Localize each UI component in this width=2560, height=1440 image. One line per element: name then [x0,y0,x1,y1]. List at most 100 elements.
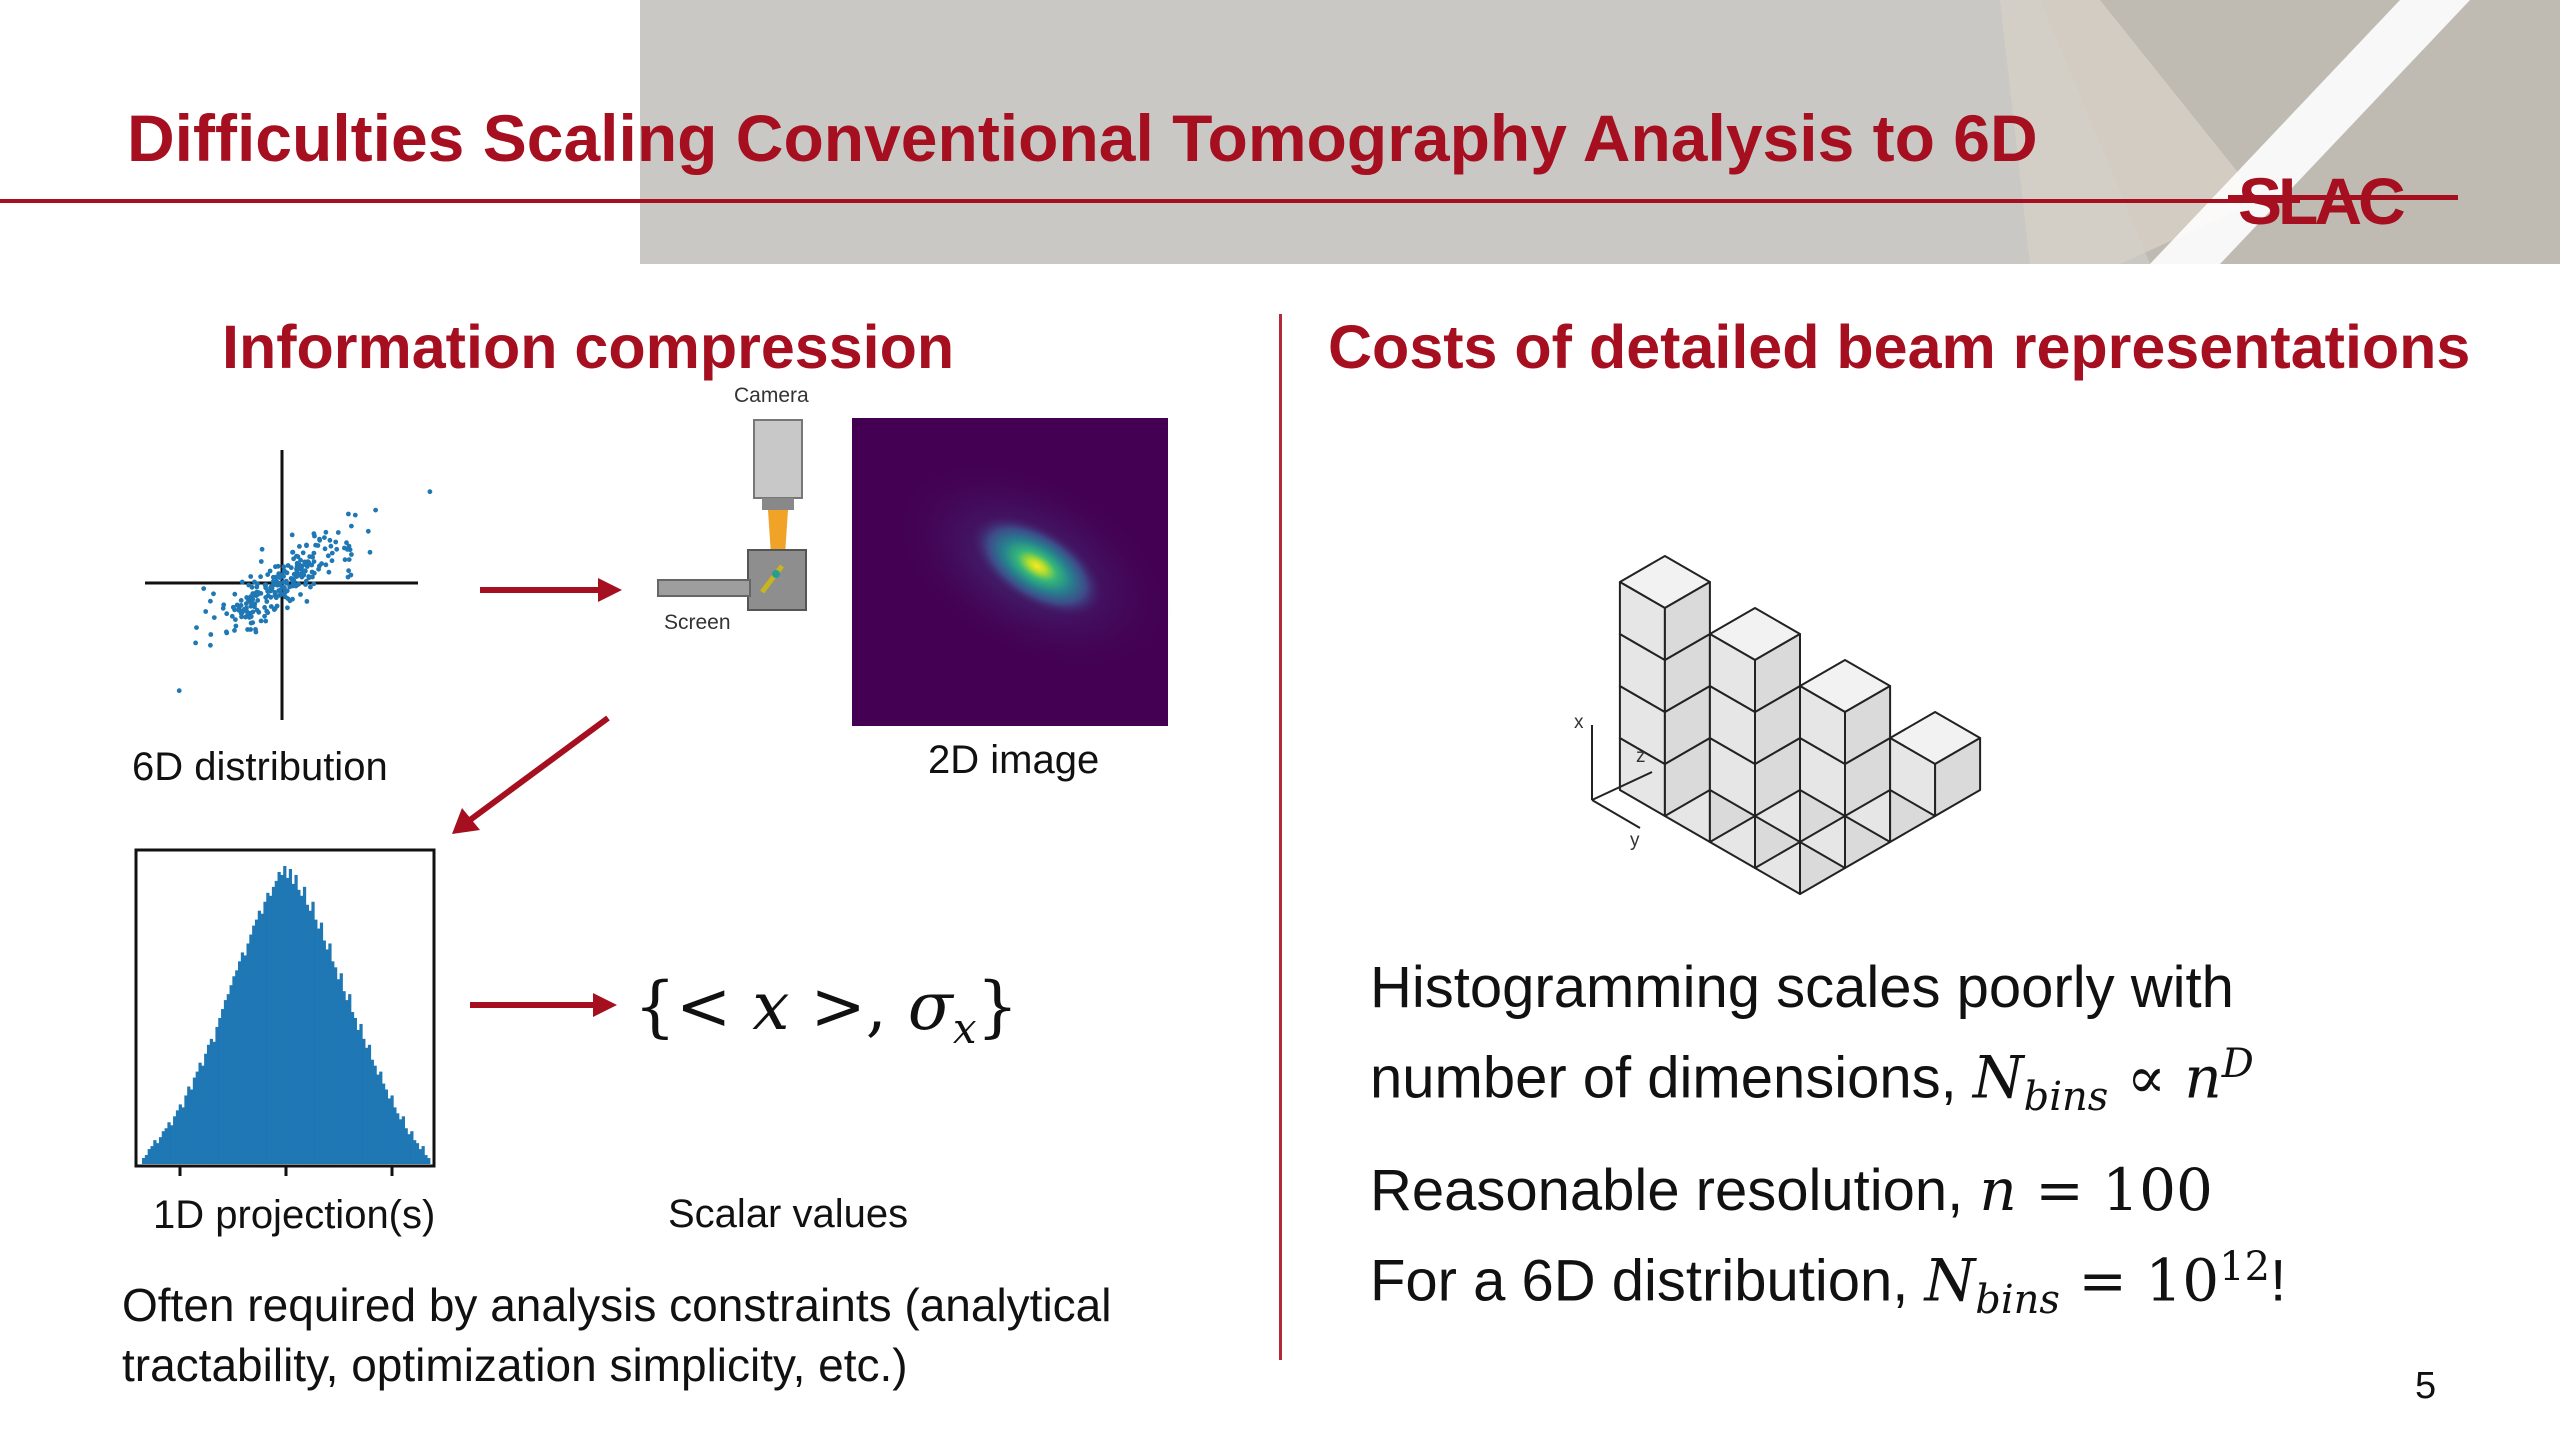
histogram-bar [319,922,324,1164]
histogram-bar [229,985,233,1164]
scatter-point [367,549,373,555]
cube-face [1934,737,1982,817]
scatter-point [277,575,283,581]
histogram-bar [156,1143,160,1164]
scatter-point [239,579,245,585]
scatter-point [307,554,313,559]
histogram-bar [387,1098,391,1164]
histogram-bar [170,1125,174,1164]
scatter-point [365,528,371,534]
histogram-bar [223,1000,228,1164]
cube-grid-diagram [1591,555,1982,895]
histogram-bar [201,1065,205,1164]
arrow-right-1-icon [480,578,622,602]
scatter-point [296,571,302,577]
scatter-point [325,553,331,559]
axis-z-label: z [1636,746,1646,767]
scatter-point [346,543,352,549]
axis-triad [1591,725,1653,829]
scatter-plot [145,450,433,720]
histogram-bar [283,866,287,1164]
histogram-bar [331,961,335,1164]
scatter-point [281,579,287,585]
histogram-bar [252,925,256,1164]
scatter-point [258,574,263,580]
slide-title: Difficulties Scaling Conventional Tomogr… [127,101,2038,175]
scatter-point [229,613,235,619]
histogram-bar [353,1017,357,1164]
scatter-point [285,563,291,568]
scatter-point [234,602,240,608]
scatter-point [274,603,280,609]
scatter-point [259,546,265,552]
scatter-point [258,559,264,564]
histogram-bar [173,1116,177,1164]
histogram-bar [286,877,290,1164]
cube-face [1663,581,1711,661]
right-heading: Costs of detailed beam representations [1328,313,2471,381]
histogram-bar [153,1140,157,1164]
scatter-point [263,618,269,624]
scatter-point [262,582,268,588]
histogram-bar [398,1119,403,1164]
scatter-point [244,608,249,614]
scatter-point [306,575,312,581]
scatter-point [352,512,358,518]
scatter-point [233,617,238,622]
histogram-bar [192,1077,197,1164]
histogram-bar [190,1089,194,1164]
scatter-point [298,557,303,563]
scatter-point [246,582,252,588]
histogram-bar [246,943,250,1164]
histogram-bar [263,901,267,1164]
scatter-point [250,609,256,615]
histogram-bar [401,1116,405,1164]
histogram-bar [404,1128,408,1164]
histogram-bar [232,976,236,1164]
scatter-point [327,537,333,543]
histogram-bar [266,892,270,1164]
histogram-bar [427,1158,431,1164]
scatter-point [211,591,216,597]
scatter-point [311,550,317,556]
scatter-point [176,688,182,694]
scatter-point [346,557,352,562]
histogram-bar [209,1038,213,1164]
histogram-bar [424,1155,428,1164]
scatter-point [313,542,318,548]
scatter-point [265,610,271,616]
histogram-bar [158,1137,163,1164]
scatter-point [249,602,255,607]
histogram-bar [367,1044,372,1164]
scatter-point [346,568,351,574]
arrow-right-2-icon [470,993,617,1017]
scatter-point [348,572,354,578]
histogram-bar [167,1122,171,1164]
histogram-bar [345,1000,349,1164]
scatter-point [250,620,256,625]
scatter-point [264,599,270,604]
histogram-bar [164,1128,168,1164]
histogram-bar [328,943,332,1164]
scatter-point [289,532,295,538]
histogram-bar [302,886,307,1164]
scatter-point [290,578,296,583]
scatter-point [274,578,279,584]
scatter-point [238,598,244,603]
scatter-point [329,550,335,556]
histogram-bars [142,866,431,1164]
column-divider [1279,314,1282,1360]
histogram-bar [204,1053,208,1164]
scatter-point [346,511,351,517]
scatter-point [232,607,237,613]
histogram-bar [421,1146,425,1164]
cube-face [1754,633,1801,713]
scatter-point [281,564,287,570]
scatter-point [297,544,302,549]
histogram-bar [396,1113,400,1164]
scatter-point [265,572,271,577]
scatter-point [335,530,341,535]
histogram-bar [359,1023,363,1164]
histogram-bar [365,1047,369,1164]
histogram-bar [407,1134,411,1164]
